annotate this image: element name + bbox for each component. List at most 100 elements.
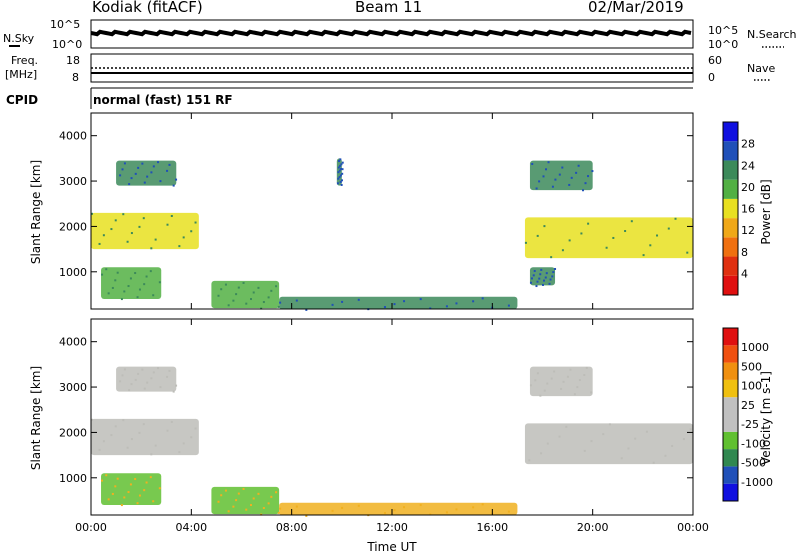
colorbar-segment	[723, 256, 738, 276]
colorbar-segment	[723, 362, 738, 380]
echo-speckle	[134, 478, 137, 481]
echo-speckle	[157, 161, 160, 164]
echo-speckle	[149, 270, 152, 273]
echo-speckle	[550, 377, 553, 380]
echo-speckle	[533, 269, 536, 272]
echo-speckle	[570, 176, 573, 179]
echo-speckle	[587, 222, 590, 225]
echo-speckle	[178, 245, 181, 248]
echo-speckle	[544, 276, 547, 279]
echo-speckle	[671, 444, 674, 447]
colorbar-tick-label: 24	[741, 159, 755, 172]
echo-speckle	[568, 239, 571, 242]
echo-speckle	[295, 505, 298, 508]
echo-speckle	[262, 301, 265, 304]
echo-speckle	[134, 272, 137, 275]
echo-region-7	[529, 160, 593, 191]
echo-speckle	[190, 436, 193, 439]
echo-speckle	[546, 442, 549, 445]
echo-speckle	[166, 169, 169, 172]
echo-region-3	[211, 280, 280, 309]
freq-panel: Freq. [MHz] 18 8 60 0 Nave	[5, 53, 775, 84]
echo-speckle	[128, 389, 131, 392]
echo-speckle	[577, 164, 580, 167]
echo-region-8	[529, 267, 556, 286]
echo-speckle	[340, 163, 343, 166]
echo-speckle	[237, 286, 240, 289]
echo-region-4	[279, 502, 518, 515]
echo-speckle	[232, 505, 235, 508]
echo-speckle	[524, 241, 527, 244]
echo-speckle	[141, 162, 144, 165]
echo-speckle	[561, 249, 564, 252]
echo-speckle	[232, 299, 235, 302]
echo-region-2	[101, 473, 162, 506]
echo-speckle	[235, 293, 238, 296]
freq-tick-high: 18	[66, 54, 80, 67]
echo-speckle	[91, 418, 93, 421]
echo-speckle	[279, 301, 282, 304]
echo-speckle	[170, 214, 173, 217]
echo-speckle	[340, 167, 343, 170]
echo-speckle	[535, 285, 538, 288]
echo-speckle	[538, 277, 541, 280]
nsearch-label: N.Search	[747, 28, 797, 41]
echo-speckle	[341, 300, 344, 303]
colorbar-tick-label: 25	[741, 399, 755, 412]
echo-speckle	[154, 444, 157, 447]
echo-speckle	[137, 372, 140, 375]
echo-speckle	[553, 370, 556, 373]
echo-speckle	[561, 166, 564, 169]
velocity-axis: 1000 2000 3000 4000	[59, 319, 694, 515]
echo-speckle	[130, 177, 133, 180]
echo-speckle	[110, 434, 113, 437]
echo-speckle	[242, 487, 245, 490]
echo-speckle	[130, 232, 133, 235]
colorbar-tick-label: 28	[741, 138, 755, 151]
colorbar-tick-label: 20	[741, 181, 755, 194]
echo-speckle	[535, 187, 538, 190]
echo-speckle	[339, 174, 342, 177]
cpid-text: normal (fast) 151 RF	[93, 93, 233, 107]
echo-speckle	[549, 278, 552, 281]
echo-speckle	[393, 509, 396, 512]
beam-title: Beam 11	[355, 0, 423, 16]
echo-speckle	[341, 168, 344, 171]
echo-speckle	[91, 212, 93, 215]
echo-speckle	[554, 267, 557, 270]
echo-speckle	[341, 172, 344, 175]
echo-speckle	[194, 221, 197, 224]
echo-speckle	[143, 283, 146, 286]
echo-speckle	[455, 302, 458, 305]
echo-speckle	[536, 372, 539, 375]
power-panel: 1000 2000 3000 4000 Slant Range [km] 28 24 20…	[29, 112, 773, 311]
echo-region-5	[524, 423, 693, 465]
echo-speckle	[123, 290, 126, 293]
echo-speckle	[138, 431, 141, 434]
echo-speckle	[150, 247, 153, 250]
power-data	[91, 158, 693, 311]
colorbar-tick-label: 500	[741, 360, 762, 373]
echo-speckle	[331, 509, 334, 512]
echo-region-3	[211, 486, 280, 515]
echo-speckle	[539, 394, 542, 397]
echo-speckle	[620, 457, 623, 460]
colorbar-segment	[723, 179, 738, 199]
echo-speckle	[116, 477, 119, 480]
y-tick-label: 4000	[59, 336, 87, 349]
echo-speckle	[242, 281, 245, 284]
echo-speckle	[111, 286, 114, 289]
echo-speckle	[686, 251, 689, 254]
echo-speckle	[217, 500, 220, 503]
echo-speckle	[624, 230, 627, 233]
echo-speckle	[630, 220, 633, 223]
colorbar-tick-label: -500	[741, 457, 766, 470]
echo-speckle	[528, 459, 531, 462]
date-title: 02/Mar/2019	[588, 0, 684, 16]
echo-speckle	[152, 371, 155, 374]
echo-speckle	[590, 391, 593, 394]
echo-speckle	[582, 189, 585, 192]
echo-speckle	[98, 242, 101, 245]
echo-region-6	[524, 217, 693, 259]
echo-speckle	[583, 374, 586, 377]
